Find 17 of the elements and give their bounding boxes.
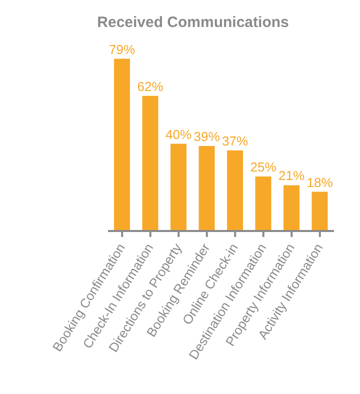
- data-label: 62%: [137, 78, 164, 94]
- bar: [142, 96, 158, 231]
- bar: [198, 146, 215, 231]
- bar: [284, 185, 300, 231]
- chart-title: Received Communications: [96, 13, 290, 31]
- bar: [170, 144, 186, 231]
- bar: [312, 192, 328, 231]
- bar: [114, 58, 130, 231]
- bar: [227, 150, 243, 231]
- data-label: 18%: [306, 174, 334, 190]
- data-label: 39%: [194, 128, 220, 144]
- data-label: 25%: [250, 160, 277, 174]
- data-label: 37%: [222, 133, 248, 148]
- bar: [255, 176, 272, 231]
- data-label: 21%: [278, 168, 305, 184]
- data-label: 79%: [108, 42, 136, 57]
- data-label: 40%: [165, 126, 192, 142]
